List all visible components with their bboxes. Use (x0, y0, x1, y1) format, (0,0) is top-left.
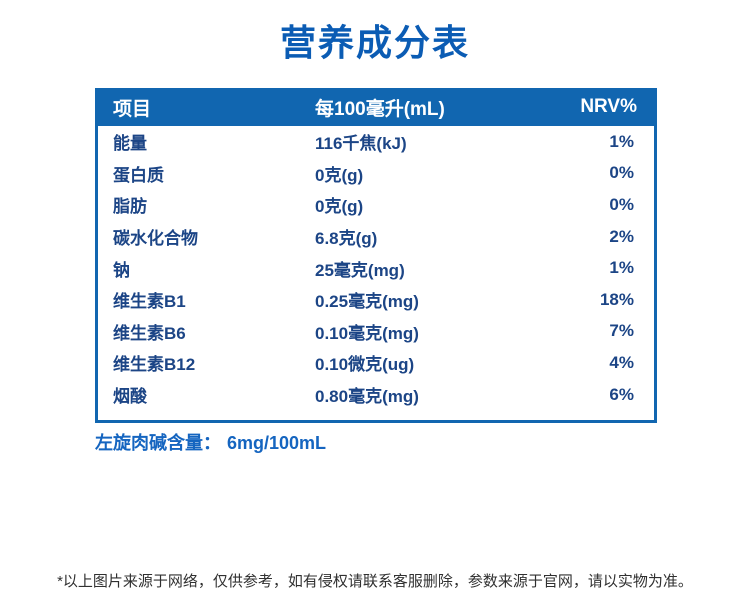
table-header-row: 项目 每100毫升(mL) NRV% (95, 88, 657, 126)
table-row: 维生素B6 0.10毫克(mg) 7% (98, 316, 654, 348)
carnitine-note: 左旋肉碱含量： 6mg/100mL (95, 431, 326, 455)
table-row: 维生素B12 0.10微克(ug) 4% (98, 347, 654, 379)
row-item-label: 维生素B6 (113, 323, 186, 343)
table-row: 维生素B1 0.25毫克(mg) 18% (98, 284, 654, 316)
table-row: 碳水化合物 6.8克(g) 2% (98, 221, 654, 253)
row-amount-value: 6.8克(g) (315, 229, 378, 249)
row-nrv-value: 0% (609, 163, 634, 183)
table-body: 能量 116千焦(kJ) 1% 蛋白质 0克(g) 0% 脂肪 0克(g) 0% 碳水化合物 6.8… (95, 126, 657, 424)
row-amount-value: 0.10微克(ug) (315, 355, 415, 375)
row-nrv-value: 6% (609, 384, 634, 404)
table-row: 蛋白质 0克(g) 0% (98, 158, 654, 190)
table-row: 能量 116千焦(kJ) 1% (98, 126, 654, 158)
row-item-label: 能量 (113, 134, 147, 154)
column-header-item: 项目 (113, 98, 152, 120)
row-item-label: 脂肪 (113, 197, 147, 217)
row-nrv-value: 4% (609, 352, 634, 372)
carnitine-value: 6mg/100mL (227, 433, 327, 453)
row-item-label: 钠 (113, 260, 130, 280)
row-nrv-value: 0% (609, 194, 634, 214)
disclaimer-text: *以上图片来源于网络，仅供参考，如有侵权请联系客服删除，参数来源于官网，请以实物… (57, 573, 693, 590)
row-amount-value: 0.80毫克(mg) (315, 387, 419, 407)
row-amount-value: 0克(g) (315, 197, 364, 217)
row-amount-value: 0克(g) (315, 165, 364, 185)
row-item-label: 维生素B1 (113, 292, 186, 312)
row-amount-value: 25毫克(mg) (315, 260, 405, 280)
row-amount-value: 0.25毫克(mg) (315, 292, 419, 312)
row-nrv-value: 18% (599, 289, 634, 309)
table-row: 脂肪 0克(g) 0% (98, 189, 654, 221)
row-amount-value: 0.10毫克(mg) (315, 323, 419, 343)
page-title: 营养成分表 (279, 22, 470, 63)
row-item-label: 维生素B12 (113, 355, 196, 375)
row-nrv-value: 1% (609, 131, 634, 151)
row-nrv-value: 2% (609, 226, 634, 246)
row-item-label: 烟酸 (113, 387, 147, 407)
row-item-label: 碳水化合物 (113, 229, 198, 249)
column-header-amount: 每100毫升(mL) (315, 98, 445, 120)
carnitine-label: 左旋肉碱含量： (95, 433, 221, 453)
column-header-nrv: NRV% (580, 96, 637, 117)
table-row: 钠 25毫克(mg) 1% (98, 252, 654, 284)
table-row: 烟酸 0.80毫克(mg) 6% (98, 379, 654, 411)
nutrition-table: 项目 每100毫升(mL) NRV% 能量 116千焦(kJ) 1% 蛋白质 0克(g)… (95, 88, 657, 424)
row-nrv-value: 7% (609, 321, 634, 341)
row-item-label: 蛋白质 (113, 165, 164, 185)
row-amount-value: 116千焦(kJ) (315, 134, 407, 154)
row-nrv-value: 1% (609, 258, 634, 278)
